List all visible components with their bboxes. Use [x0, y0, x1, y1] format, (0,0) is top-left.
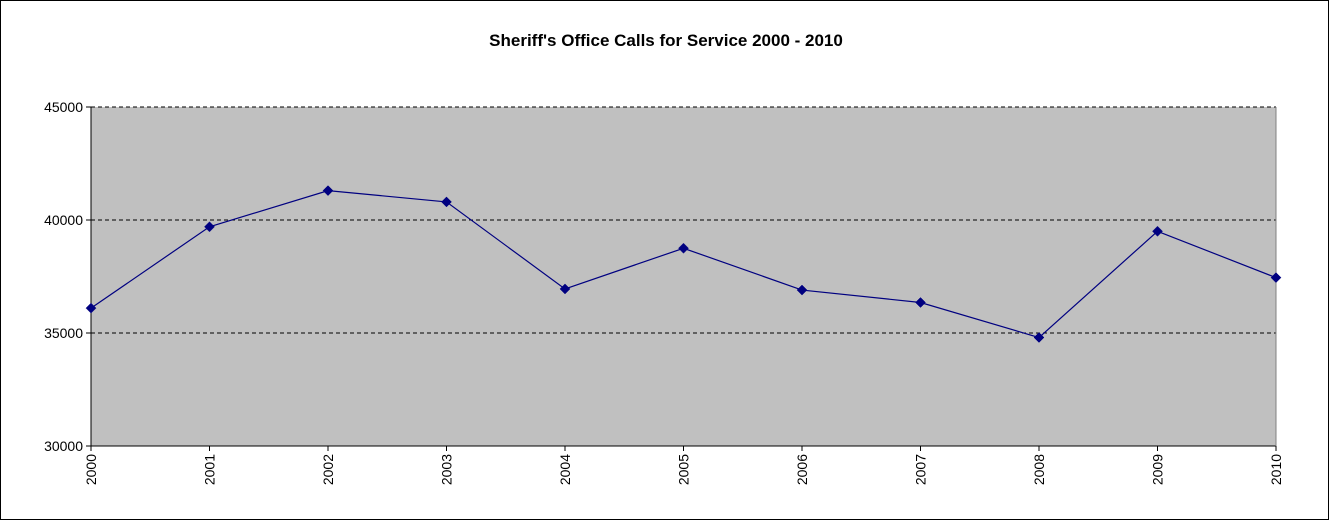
y-axis-ticks: 30000 35000 40000 45000: [44, 99, 91, 454]
plot-area: [91, 107, 1276, 446]
chart-title: Sheriff's Office Calls for Service 2000 …: [489, 31, 843, 50]
x-tick-label: 2007: [913, 454, 929, 485]
x-tick-label: 2001: [202, 454, 218, 485]
data-point: [559, 283, 571, 295]
x-tick-label: 2000: [83, 454, 99, 485]
data-point: [678, 242, 689, 254]
data-point: [1152, 225, 1163, 237]
data-point: [441, 196, 452, 208]
data-point: [322, 185, 334, 196]
data-point: [796, 284, 808, 296]
y-tick-label: 30000: [44, 438, 83, 454]
x-tick-label: 2005: [676, 454, 692, 485]
x-tick-label: 2004: [557, 454, 573, 485]
y-tick-label: 40000: [44, 212, 83, 228]
gridlines: [91, 106, 1276, 334]
x-tick-label: 2009: [1150, 454, 1166, 485]
data-point: [1270, 272, 1282, 283]
x-tick-label: 2006: [794, 454, 810, 485]
data-point: [85, 302, 97, 314]
x-tick-label: 2002: [320, 454, 336, 485]
x-tick-label: 2003: [439, 454, 455, 485]
data-point: [1033, 332, 1045, 343]
data-markers: [85, 185, 1282, 343]
y-tick-label: 35000: [44, 325, 83, 341]
x-axis-ticks: 2000 2001 2002 2003 2004 2005 2006 2007 2008 2009…: [83, 446, 1284, 485]
data-point: [915, 297, 926, 308]
x-tick-label: 2008: [1031, 454, 1047, 485]
y-tick-label: 45000: [44, 99, 83, 115]
x-tick-label: 2010: [1268, 454, 1284, 485]
data-point: [204, 221, 215, 233]
